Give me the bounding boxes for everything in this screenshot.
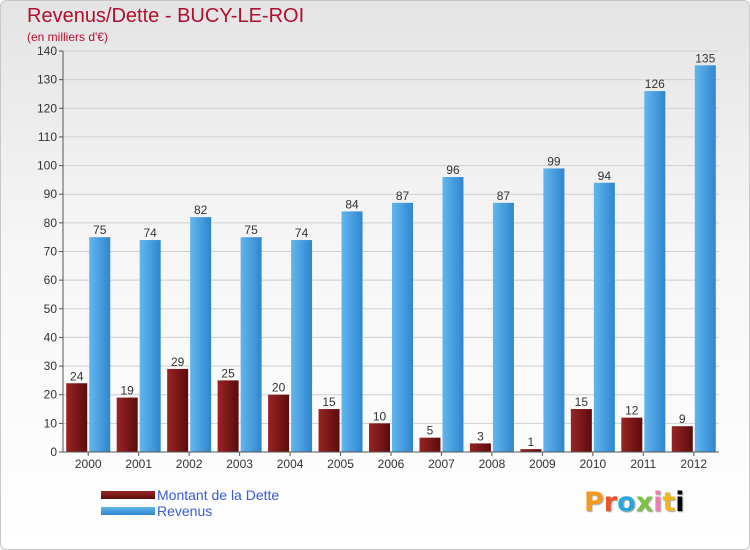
data-label-debt-2008: 3 xyxy=(477,429,484,443)
bar-revenus-2003 xyxy=(240,237,262,452)
bar-debt-2012 xyxy=(671,426,693,452)
y-tick-label: 80 xyxy=(44,216,58,230)
x-tick-label-2007: 2007 xyxy=(428,457,455,471)
bar-debt-2010 xyxy=(570,409,592,452)
y-tick-label: 90 xyxy=(44,187,58,201)
y-tick-label: 140 xyxy=(37,44,57,58)
x-tick-label-2008: 2008 xyxy=(479,457,506,471)
y-tick-label: 110 xyxy=(38,130,57,144)
bar-debt-2008 xyxy=(469,443,491,452)
x-tick-label-2002: 2002 xyxy=(176,457,203,471)
bar-debt-2004 xyxy=(268,394,290,452)
y-tick-label: 70 xyxy=(44,245,58,259)
y-tick-label: 100 xyxy=(37,159,57,173)
logo-letter: o xyxy=(617,487,636,518)
logo-letter: x xyxy=(635,487,654,518)
data-label-debt-2006: 10 xyxy=(373,409,387,423)
data-label-revenus-2005: 84 xyxy=(345,197,359,211)
data-label-debt-2003: 25 xyxy=(221,366,235,380)
bar-debt-2009 xyxy=(520,449,542,452)
logo-letter: i xyxy=(675,487,685,518)
data-label-revenus-2008: 87 xyxy=(497,189,511,203)
data-label-revenus-2003: 75 xyxy=(244,223,258,237)
bar-debt-2006 xyxy=(369,423,390,452)
y-tick-label: 20 xyxy=(44,388,58,402)
y-tick-label: 130 xyxy=(37,73,57,87)
logo-letter: i xyxy=(653,487,663,518)
y-tick-label: 30 xyxy=(44,359,58,373)
data-label-revenus-2010: 94 xyxy=(598,169,612,183)
bar-revenus-2007 xyxy=(442,177,464,452)
y-tick-label: 60 xyxy=(44,273,58,287)
data-label-revenus-2007: 96 xyxy=(446,163,460,177)
data-label-revenus-2002: 82 xyxy=(194,203,208,217)
x-tick-label-2000: 2000 xyxy=(75,457,102,471)
bars: 24 75 19 74 29 82 25 75 20 74 15 84 10 87 5 96 3 87 1 99 15 9… xyxy=(66,51,716,453)
bar-revenus-2001 xyxy=(139,240,161,452)
data-label-debt-2011: 12 xyxy=(625,404,639,418)
bar-revenus-2010 xyxy=(593,182,615,452)
y-tick-label: 50 xyxy=(44,302,58,316)
y-tick-label: 120 xyxy=(37,101,57,115)
logo-letter: P xyxy=(584,487,604,518)
data-label-debt-2009: 1 xyxy=(528,435,535,449)
bar-debt-2005 xyxy=(318,409,340,452)
bar-revenus-2000 xyxy=(89,237,111,452)
data-label-revenus-2012: 135 xyxy=(695,51,715,65)
data-label-revenus-2009: 99 xyxy=(547,154,561,168)
data-label-debt-2007: 5 xyxy=(427,424,434,438)
bar-debt-2000 xyxy=(66,383,88,452)
bar-debt-2002 xyxy=(167,368,189,452)
x-tick-label-2010: 2010 xyxy=(579,457,606,471)
data-label-revenus-2011: 126 xyxy=(645,77,665,91)
x-tick-label-2004: 2004 xyxy=(277,457,304,471)
chart-title: Revenus/Dette - BUCY-LE-ROI xyxy=(27,5,305,27)
legend-swatch-debt xyxy=(101,491,155,499)
x-tick-label-2006: 2006 xyxy=(378,457,405,471)
data-label-debt-2012: 9 xyxy=(679,412,686,426)
x-tick-label-2005: 2005 xyxy=(327,457,354,471)
logo-letter: r xyxy=(603,487,618,518)
bar-revenus-2005 xyxy=(341,211,363,452)
x-tick-label-2003: 2003 xyxy=(226,457,253,471)
bar-debt-2011 xyxy=(621,417,643,452)
x-tick-label-2011: 2011 xyxy=(630,457,656,471)
data-label-debt-2002: 29 xyxy=(171,355,185,369)
data-label-revenus-2000: 75 xyxy=(93,223,107,237)
data-label-revenus-2004: 74 xyxy=(295,226,309,240)
x-tick-label-2012: 2012 xyxy=(680,457,707,471)
y-tick-label: 40 xyxy=(44,330,58,344)
proxiti-logo: Proxiti xyxy=(584,487,685,518)
legend-label-debt: Montant de la Dette xyxy=(157,487,280,503)
data-label-debt-2000: 24 xyxy=(70,369,84,383)
chart-subtitle: (en milliers d'€) xyxy=(27,30,108,44)
data-label-debt-2005: 15 xyxy=(322,395,336,409)
gridlines xyxy=(63,50,719,424)
bar-debt-2007 xyxy=(419,437,441,452)
data-label-debt-2010: 15 xyxy=(575,395,589,409)
y-tick-label: 0 xyxy=(50,445,57,459)
bar-revenus-2002 xyxy=(190,217,212,452)
legend-label-revenus: Revenus xyxy=(157,503,213,519)
bar-revenus-2011 xyxy=(644,91,666,452)
bar-revenus-2006 xyxy=(392,202,413,452)
y-tick-label: 10 xyxy=(44,416,58,430)
bar-revenus-2008 xyxy=(492,202,514,452)
data-label-debt-2004: 20 xyxy=(272,381,286,395)
legend-swatch-revenus xyxy=(101,507,155,515)
x-tick-label-2001: 2001 xyxy=(125,457,152,471)
bar-debt-2003 xyxy=(217,380,239,452)
bar-debt-2001 xyxy=(116,397,138,452)
x-tick-label-2009: 2009 xyxy=(529,457,556,471)
bar-revenus-2009 xyxy=(543,168,565,452)
bar-revenus-2012 xyxy=(694,65,716,453)
bar-revenus-2004 xyxy=(291,240,313,452)
logo-letter: t xyxy=(662,487,676,518)
data-label-revenus-2006: 87 xyxy=(396,189,410,203)
data-label-revenus-2001: 74 xyxy=(144,226,158,240)
data-label-debt-2001: 19 xyxy=(121,384,135,398)
